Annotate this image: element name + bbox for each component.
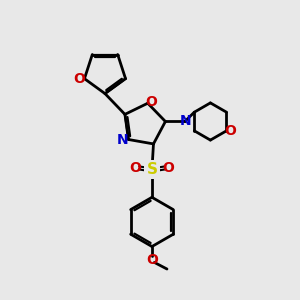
- Text: N: N: [117, 133, 129, 146]
- Text: O: O: [130, 161, 141, 175]
- Text: O: O: [145, 95, 157, 109]
- Text: N: N: [180, 114, 191, 128]
- Text: S: S: [146, 162, 158, 177]
- Text: O: O: [224, 124, 236, 138]
- Text: O: O: [73, 72, 85, 86]
- Text: O: O: [146, 253, 158, 267]
- Text: O: O: [163, 161, 174, 175]
